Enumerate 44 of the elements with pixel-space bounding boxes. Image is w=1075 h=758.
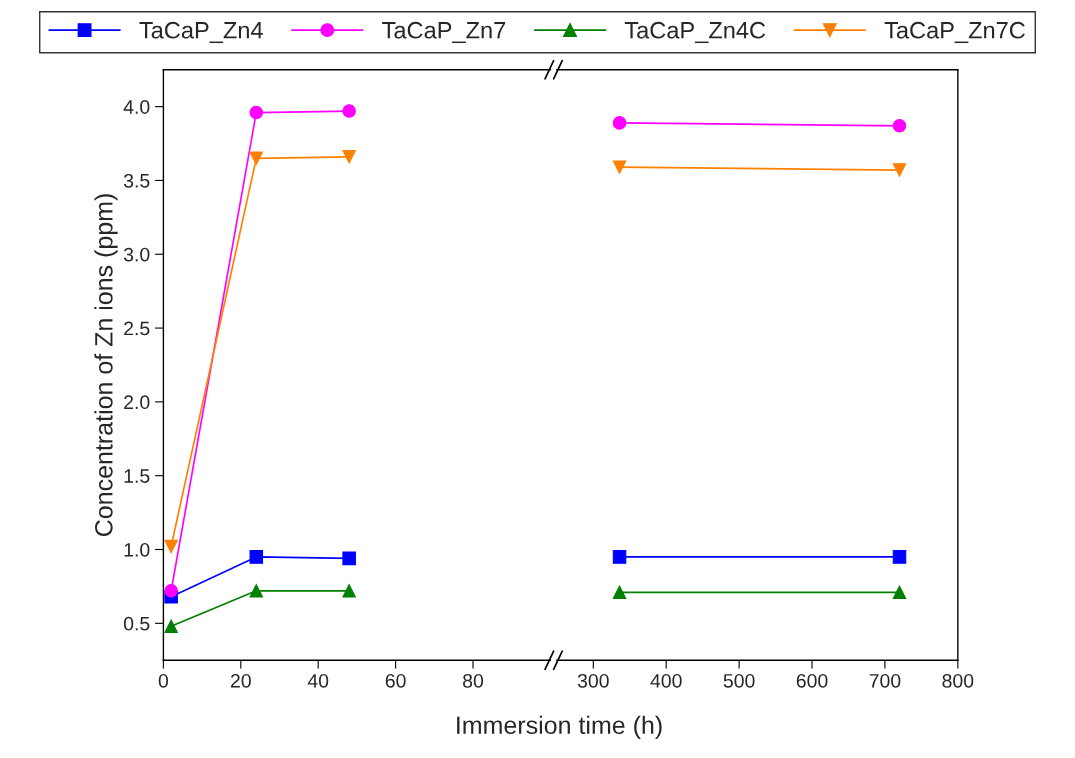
point [892, 119, 907, 133]
y-tick-label: 2.5 [124, 321, 150, 336]
y-tick-label: 1.5 [124, 469, 150, 483]
x-axis-title: Immersion time (h) [457, 715, 662, 740]
y-tick-label: 0.5 [123, 616, 150, 631]
point [249, 105, 264, 120]
point [612, 550, 627, 564]
point [892, 585, 907, 600]
y-tick-label: 2.0 [124, 395, 150, 410]
y-tick-label: 3.0 [123, 247, 150, 262]
point [164, 619, 178, 634]
x-tick-label: 20 [230, 673, 251, 688]
point [892, 550, 907, 564]
point [612, 116, 627, 130]
x-tick-label: 500 [723, 673, 755, 688]
x-tick-label: 0 [158, 673, 169, 688]
y-tick-label: 1.0 [124, 542, 150, 557]
point [342, 104, 356, 118]
y-tick-label: 4.0 [123, 100, 150, 114]
x-tick-label: 600 [796, 673, 828, 688]
legend-label: TaCaP_Zn7C [884, 21, 1025, 44]
point [612, 585, 627, 600]
legend-label: TaCaP_Zn4 [139, 21, 263, 44]
x-tick-label: 700 [869, 673, 901, 688]
x-tick-label: 80 [463, 673, 484, 688]
y-tick-label: 3.5 [123, 173, 150, 188]
point [612, 160, 627, 174]
x-tick-label: 400 [650, 673, 682, 688]
point [342, 551, 356, 566]
x-tick-label: 800 [942, 673, 974, 688]
x-tick-label: 60 [385, 673, 406, 688]
point [249, 550, 264, 564]
point [892, 163, 907, 177]
x-tick-label: 300 [577, 673, 609, 688]
legend-label: TaCaP_Zn4C [624, 21, 766, 44]
point [249, 584, 264, 598]
point [249, 151, 264, 166]
x-tick-label: 40 [307, 673, 329, 688]
point [342, 584, 356, 598]
legend-label: TaCaP_Zn7 [382, 21, 506, 44]
y-axis-title: Concentration of Zn ions (ppm) [94, 194, 118, 536]
point [164, 584, 178, 598]
point [164, 539, 178, 554]
point [342, 150, 356, 164]
